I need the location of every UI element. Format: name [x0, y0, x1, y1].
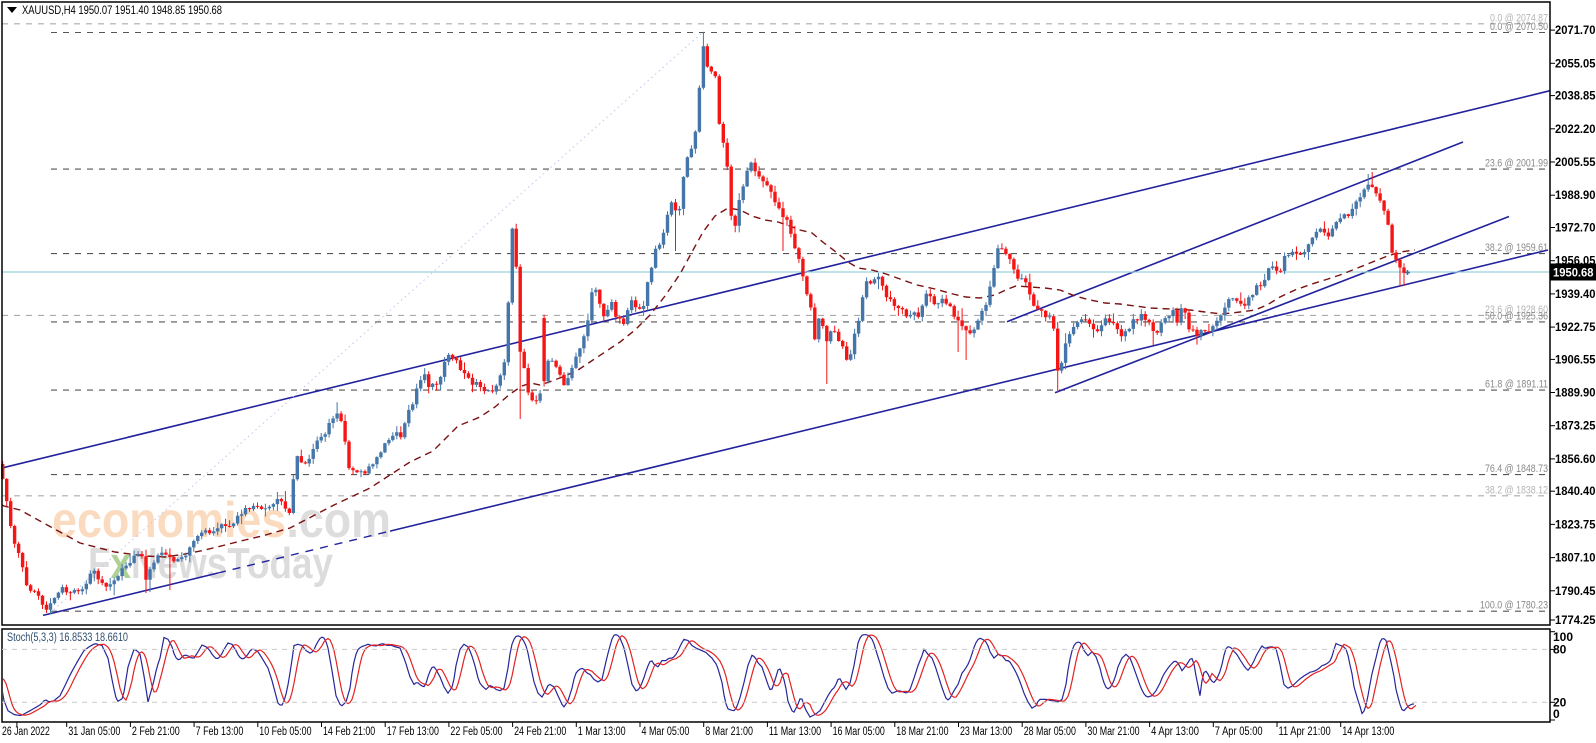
svg-text:11 Mar 13:00: 11 Mar 13:00	[769, 726, 821, 738]
svg-text:1807.10: 1807.10	[1555, 551, 1596, 565]
svg-text:22 Feb 05:00: 22 Feb 05:00	[450, 726, 502, 738]
svg-text:1922.75: 1922.75	[1555, 320, 1596, 334]
svg-text:28 Mar 05:00: 28 Mar 05:00	[1024, 726, 1076, 738]
svg-text:7 Feb 13:00: 7 Feb 13:00	[196, 726, 244, 738]
svg-text:1 Mar 13:00: 1 Mar 13:00	[578, 726, 626, 738]
svg-text:10 Feb 05:00: 10 Feb 05:00	[259, 726, 311, 738]
svg-text:1950.68: 1950.68	[1553, 266, 1594, 280]
svg-text:14 Feb 21:00: 14 Feb 21:00	[323, 726, 375, 738]
svg-text:76.4 @ 1848.73: 76.4 @ 1848.73	[1485, 463, 1548, 475]
svg-text:1774.25: 1774.25	[1555, 613, 1596, 627]
svg-text:23 Mar 13:00: 23 Mar 13:00	[960, 726, 1012, 738]
svg-text:4 Mar 05:00: 4 Mar 05:00	[642, 726, 690, 738]
svg-text:0.0 @ 2070.50: 0.0 @ 2070.50	[1490, 21, 1548, 33]
svg-text:Stoch(5,3,3) 16.8533 18.6610: Stoch(5,3,3) 16.8533 18.6610	[7, 632, 128, 644]
svg-text:23.6 @ 1928.60: 23.6 @ 1928.60	[1485, 304, 1548, 316]
svg-text:61.8 @ 1891.11: 61.8 @ 1891.11	[1485, 379, 1548, 391]
svg-text:1988.90: 1988.90	[1555, 188, 1596, 202]
svg-text:18 Mar 21:00: 18 Mar 21:00	[896, 726, 948, 738]
svg-text:2055.05: 2055.05	[1555, 56, 1596, 70]
svg-text:24 Feb 21:00: 24 Feb 21:00	[514, 726, 566, 738]
svg-text:30 Mar 21:00: 30 Mar 21:00	[1087, 726, 1139, 738]
svg-text:23.6 @ 2001.99: 23.6 @ 2001.99	[1485, 158, 1548, 170]
svg-text:0: 0	[1553, 707, 1560, 721]
svg-text:1972.70: 1972.70	[1555, 221, 1596, 235]
svg-text:1906.55: 1906.55	[1555, 352, 1596, 366]
svg-text:8 Mar 21:00: 8 Mar 21:00	[705, 726, 753, 738]
svg-text:1823.75: 1823.75	[1555, 517, 1596, 531]
svg-text:80: 80	[1553, 642, 1567, 656]
svg-text:XAUUSD,H4 1950.07 1951.40 194: XAUUSD,H4 1950.07 1951.40 1948.85 1950.6…	[22, 3, 222, 17]
svg-text:1889.90: 1889.90	[1555, 386, 1596, 400]
svg-text:17 Feb 13:00: 17 Feb 13:00	[387, 726, 439, 738]
svg-text:economies.com: economies.com	[52, 492, 391, 548]
svg-text:38.2 @ 1838.12: 38.2 @ 1838.12	[1485, 484, 1548, 496]
svg-text:1939.40: 1939.40	[1555, 287, 1596, 301]
svg-text:20: 20	[1553, 695, 1567, 709]
svg-text:11 Apr 21:00: 11 Apr 21:00	[1279, 726, 1331, 738]
svg-text:1873.25: 1873.25	[1555, 419, 1596, 433]
svg-text:100.0 @ 1780.23: 100.0 @ 1780.23	[1480, 600, 1548, 612]
svg-text:1840.40: 1840.40	[1555, 484, 1596, 498]
svg-text:100: 100	[1553, 630, 1573, 644]
svg-text:14 Apr 13:00: 14 Apr 13:00	[1342, 726, 1394, 738]
svg-text:26 Jan 2022: 26 Jan 2022	[2, 726, 50, 738]
svg-text:2005.55: 2005.55	[1555, 155, 1596, 169]
svg-text:0.0 @ 2074.87: 0.0 @ 2074.87	[1490, 12, 1548, 24]
svg-text:2 Feb 21:00: 2 Feb 21:00	[132, 726, 180, 738]
svg-text:38.2 @ 1959.61: 38.2 @ 1959.61	[1485, 242, 1548, 254]
svg-text:2071.70: 2071.70	[1555, 23, 1596, 37]
svg-text:2038.85: 2038.85	[1555, 89, 1596, 103]
svg-text:31 Jan 05:00: 31 Jan 05:00	[68, 726, 120, 738]
svg-text:4 Apr 13:00: 4 Apr 13:00	[1151, 726, 1199, 738]
svg-text:2022.20: 2022.20	[1555, 122, 1596, 136]
svg-text:16 Mar 05:00: 16 Mar 05:00	[833, 726, 885, 738]
svg-text:50.0 @ 1925.36: 50.0 @ 1925.36	[1485, 310, 1548, 322]
svg-text:1790.45: 1790.45	[1555, 584, 1596, 598]
svg-text:1856.60: 1856.60	[1555, 452, 1596, 466]
svg-text:7 Apr 05:00: 7 Apr 05:00	[1215, 726, 1263, 738]
